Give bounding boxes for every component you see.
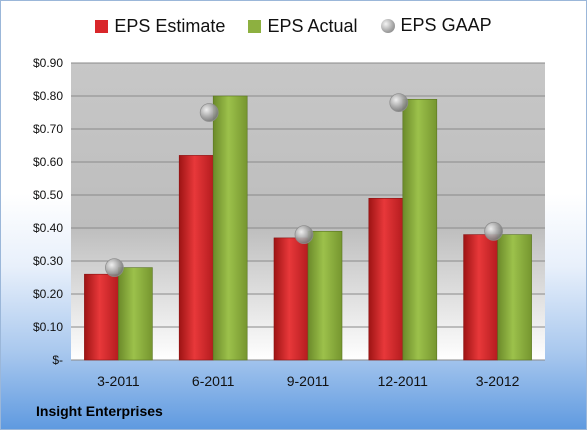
x-tick-label: 3-2011 bbox=[97, 373, 140, 389]
y-tick-label: $0.10 bbox=[33, 320, 63, 334]
chart-legend: EPS Estimate EPS Actual EPS GAAP bbox=[1, 15, 586, 38]
bar-eps-estimate bbox=[84, 273, 119, 361]
y-tick-label: $0.30 bbox=[33, 254, 63, 268]
y-tick-label: $0.80 bbox=[33, 89, 63, 103]
bar-eps-actual bbox=[402, 99, 438, 361]
bar-eps-estimate bbox=[178, 155, 214, 361]
x-tick-label: 6-2011 bbox=[192, 373, 235, 389]
x-tick-label: 12-2011 bbox=[378, 373, 429, 389]
y-tick-label: $- bbox=[52, 353, 63, 367]
legend-label-eps-gaap: EPS GAAP bbox=[400, 15, 492, 35]
bar-eps-estimate bbox=[273, 237, 309, 361]
bar-eps-estimate bbox=[368, 198, 404, 361]
x-tick-label: 9-2011 bbox=[287, 373, 330, 389]
y-tick-label: $0.60 bbox=[33, 155, 63, 169]
marker-eps-gaap bbox=[105, 258, 124, 278]
bar-eps-estimate bbox=[463, 234, 498, 361]
marker-eps-gaap bbox=[484, 221, 504, 241]
bar-eps-actual bbox=[212, 95, 248, 361]
bar-eps-actual bbox=[118, 267, 153, 361]
bar-eps-actual bbox=[307, 231, 343, 361]
x-tick-label: 3-2012 bbox=[476, 373, 520, 389]
legend-item-eps-actual: EPS Actual bbox=[248, 15, 358, 37]
y-tick-label: $0.90 bbox=[33, 56, 63, 70]
bar-eps-actual bbox=[497, 234, 532, 361]
legend-item-eps-estimate: EPS Estimate bbox=[95, 16, 225, 37]
y-tick-label: $0.50 bbox=[33, 188, 63, 202]
y-tick-label: $0.40 bbox=[33, 221, 63, 235]
legend-swatch-eps-gaap bbox=[380, 18, 395, 33]
marker-eps-gaap bbox=[199, 103, 219, 122]
legend-label-eps-actual: EPS Actual bbox=[267, 15, 358, 36]
y-tick-label: $0.20 bbox=[33, 287, 63, 301]
legend-label-eps-estimate: EPS Estimate bbox=[114, 15, 226, 36]
marker-eps-gaap bbox=[389, 93, 409, 112]
marker-eps-gaap bbox=[294, 225, 314, 245]
y-tick-label: $0.70 bbox=[33, 122, 63, 136]
legend-swatch-eps-estimate bbox=[95, 19, 109, 33]
company-name: Insight Enterprises bbox=[36, 403, 163, 419]
legend-item-eps-gaap: EPS GAAP bbox=[380, 15, 492, 36]
legend-swatch-eps-actual bbox=[248, 19, 262, 33]
